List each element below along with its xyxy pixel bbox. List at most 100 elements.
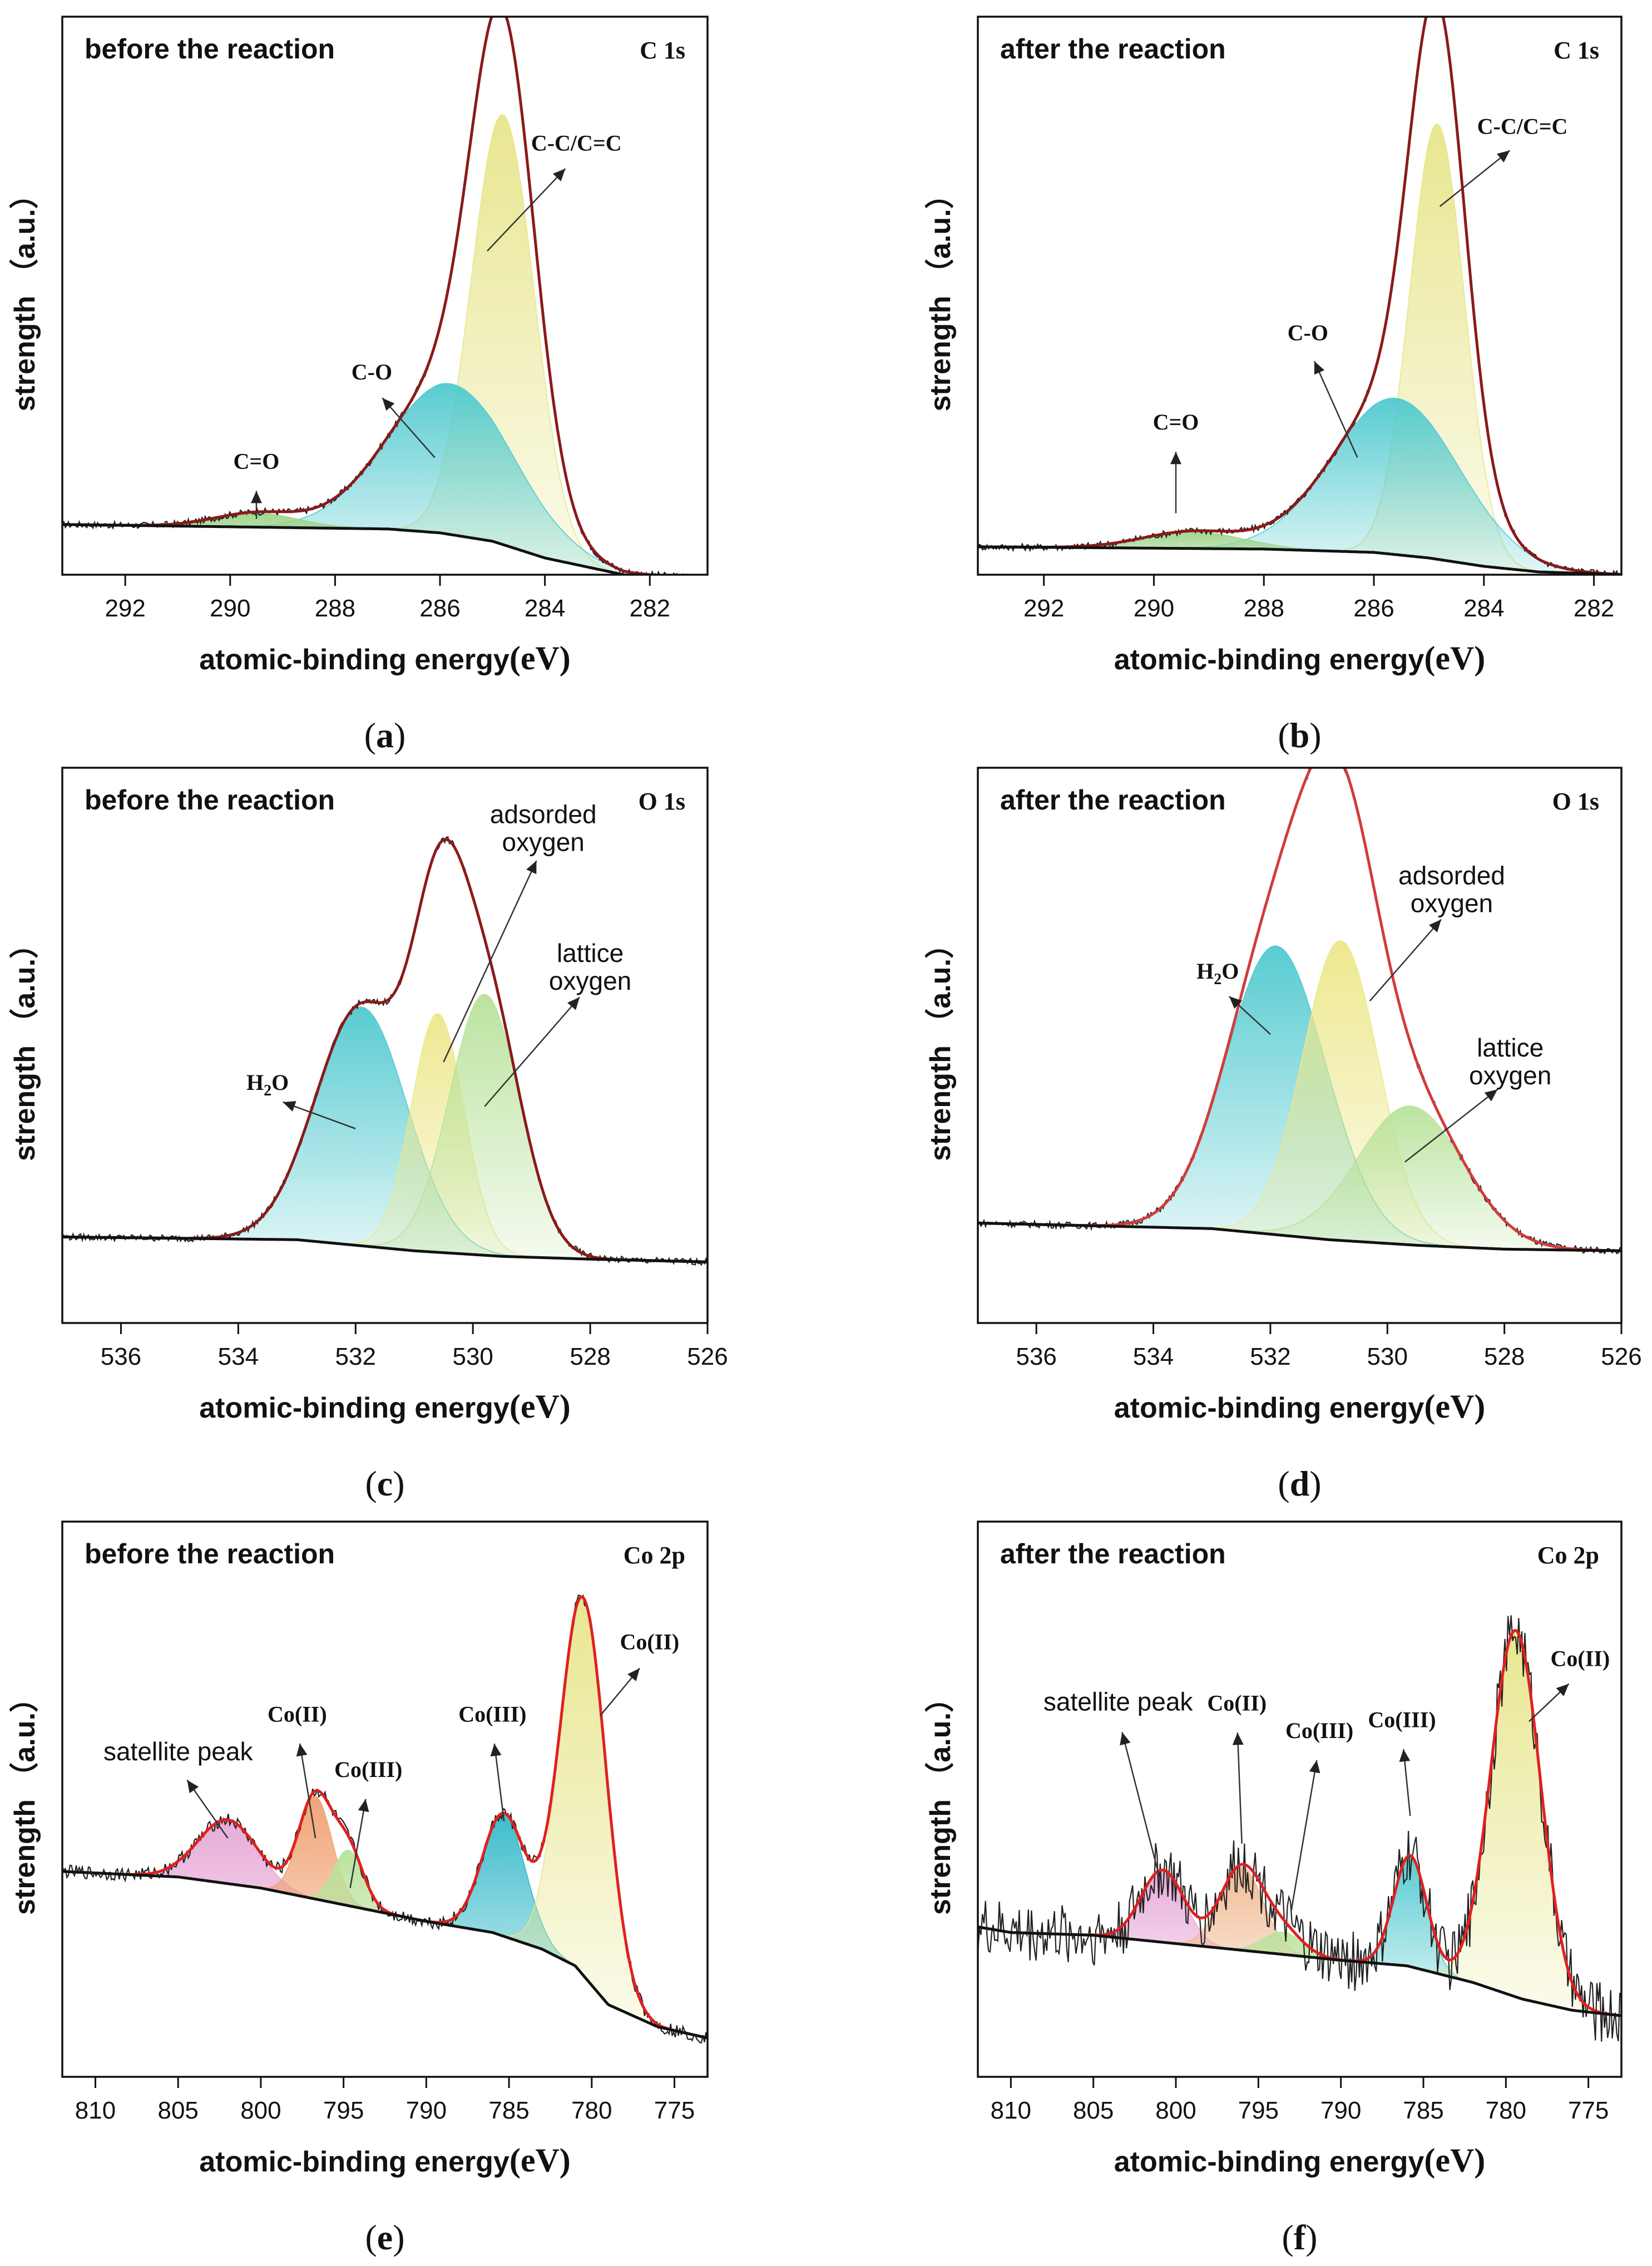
panel-d: 536 534 532 530 528 526 atomic-binding energy(… <box>924 767 1642 1503</box>
y-axis-label: strength （a.u.） <box>924 1684 957 1915</box>
background-line <box>62 1235 708 1263</box>
annotation-label: lattice oxygen <box>1469 1033 1551 1090</box>
panel-letter: (f) <box>1282 2218 1318 2257</box>
condition-label: after the reaction <box>1000 1538 1226 1569</box>
peak-annotation: satellite peak <box>103 1737 253 1839</box>
x-tick-label: 810 <box>75 2097 116 2124</box>
peak-annotation: Co(II) <box>268 1701 327 1839</box>
annotation-label: H2O <box>246 1070 289 1099</box>
annotation-arrow-line <box>484 996 580 1107</box>
x-tick-label: 292 <box>105 595 145 622</box>
peak-annotation: C-O <box>352 359 436 458</box>
background-line <box>62 1870 708 2040</box>
panel-f: 810 805 800 795 790 785 780 775 atomic-binding e… <box>924 1520 1623 2257</box>
annotation-arrow-head <box>382 398 395 411</box>
background-line <box>978 1926 1621 2017</box>
plot-area <box>62 17 694 575</box>
x-tick-label: 805 <box>157 2097 198 2124</box>
x-tick-label: 780 <box>1486 2097 1526 2124</box>
x-tick-label: 292 <box>1023 595 1064 622</box>
peak-c-o <box>62 383 660 575</box>
plot-area <box>62 1594 708 2043</box>
x-axis-label: atomic-binding energy(eV) <box>1114 1388 1486 1425</box>
x-axis-label: atomic-binding energy(eV) <box>199 2142 571 2179</box>
peak-annotation: Co(III) <box>458 1701 526 1822</box>
annotation-label: C=O <box>234 448 280 473</box>
peak-annotation: adsorded oxygen <box>1369 861 1505 1001</box>
annotation-label: Co(III) <box>1285 1718 1353 1743</box>
annotation-label: Co(III) <box>1368 1707 1436 1732</box>
x-tick-label: 286 <box>1353 595 1394 622</box>
annotation-arrow-head <box>627 1668 640 1681</box>
condition-label: before the reaction <box>85 784 335 816</box>
annotation-arrow-line <box>1439 150 1511 207</box>
condition-label: before the reaction <box>85 1538 335 1569</box>
peak-annotation: adsorded oxygen <box>443 800 597 1063</box>
x-tick-label: 284 <box>525 595 565 622</box>
annotation-arrow-head <box>567 997 580 1010</box>
annotation-arrow-line <box>1236 1732 1243 1844</box>
x-tick-label: 532 <box>335 1343 376 1370</box>
peak-annotation: C=O <box>1153 409 1199 514</box>
annotation-label: lattice oxygen <box>549 939 631 995</box>
annotation-arrow-head <box>1497 150 1510 162</box>
x-tick-label: 785 <box>1403 2097 1443 2124</box>
annotation-arrow-head <box>250 491 262 503</box>
plot-frame <box>61 1520 709 2078</box>
background-line <box>978 545 1621 575</box>
annotation-label: C-C/C=C <box>531 131 622 156</box>
annotation-label: Co(II) <box>620 1630 680 1655</box>
annotation-arrow-line <box>493 1743 505 1822</box>
x-axis-label: atomic-binding energy(eV) <box>1114 2142 1486 2179</box>
x-tick-label: 775 <box>1568 2097 1609 2124</box>
peak-annotation: Co(III) <box>1285 1718 1353 1910</box>
annotation-arrow-line <box>283 1101 356 1129</box>
element-label: O 1s <box>639 788 685 815</box>
panel-letter: (e) <box>365 2218 404 2257</box>
annotation-label: Co(II) <box>1207 1690 1267 1715</box>
annotation-arrow-head <box>1229 996 1242 1009</box>
annotation-label: satellite peak <box>1043 1687 1193 1716</box>
x-tick-label: 282 <box>630 595 670 622</box>
raw-data-line <box>978 17 1621 575</box>
x-tick-label: 528 <box>570 1343 610 1370</box>
fit-envelope-line <box>62 17 674 575</box>
panel-letter: (a) <box>364 715 406 755</box>
annotation-label: Co(II) <box>1550 1646 1610 1671</box>
x-tick-label: 530 <box>452 1343 493 1370</box>
annotation-arrow-head <box>1556 1684 1569 1696</box>
annotation-arrow-head <box>187 1780 199 1794</box>
x-tick-label: 805 <box>1073 2097 1114 2124</box>
peak-annotation: C-C/C=C <box>486 131 622 252</box>
peak-annotation: C=O <box>234 448 280 519</box>
plot-area <box>978 17 1621 575</box>
x-tick-label: 532 <box>1250 1343 1290 1370</box>
element-label: Co 2p <box>624 1542 685 1569</box>
annotation-label: adsorded oxygen <box>490 800 597 857</box>
x-tick-label: 286 <box>419 595 460 622</box>
annotation-arrow-head <box>1428 919 1441 932</box>
x-tick-label: 790 <box>1320 2097 1361 2124</box>
panel-letter: (b) <box>1278 715 1321 755</box>
annotation-arrow-head <box>296 1743 308 1757</box>
x-tick-label: 282 <box>1574 595 1614 622</box>
element-label: O 1s <box>1552 788 1599 815</box>
x-tick-label: 810 <box>991 2097 1031 2124</box>
y-axis-label: strength （a.u.） <box>9 180 41 411</box>
condition-label: after the reaction <box>1000 33 1226 65</box>
annotation-arrow-line <box>299 1743 316 1839</box>
annotation-arrow-head <box>1484 1089 1498 1102</box>
annotation-arrow-head <box>1170 452 1181 465</box>
plot-area <box>978 1615 1621 2042</box>
x-tick-label: 288 <box>315 595 355 622</box>
annotation-arrow-line <box>382 397 436 458</box>
peak-annotation: Co(II) <box>1207 1690 1267 1844</box>
x-tick-label: 795 <box>1238 2097 1279 2124</box>
peak-annotation: lattice oxygen <box>1404 1033 1551 1163</box>
element-label: C 1s <box>1554 37 1599 64</box>
annotation-label: Co(III) <box>458 1701 526 1726</box>
y-axis-label: strength （a.u.） <box>924 180 957 411</box>
y-axis-label: strength （a.u.） <box>9 1684 41 1915</box>
plot-frame <box>61 16 709 576</box>
x-tick-label: 775 <box>654 2097 695 2124</box>
